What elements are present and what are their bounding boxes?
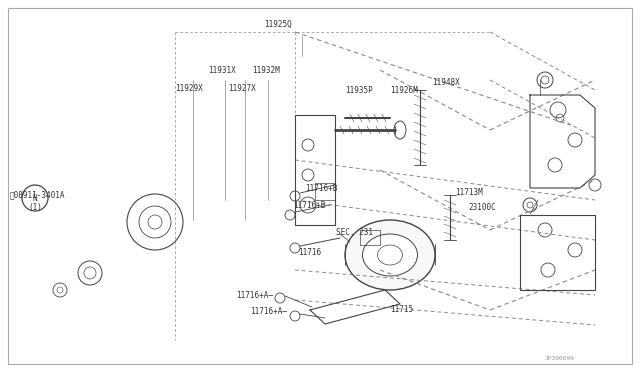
Ellipse shape <box>378 245 403 265</box>
Ellipse shape <box>362 234 417 276</box>
Text: 11931X: 11931X <box>208 65 236 74</box>
Text: ⓝ08911-3401A: ⓝ08911-3401A <box>10 190 65 199</box>
Ellipse shape <box>345 220 435 290</box>
Text: 11716+A—: 11716+A— <box>250 308 287 317</box>
Text: 11713M: 11713M <box>455 187 483 196</box>
Text: 11948X: 11948X <box>432 77 460 87</box>
Text: 11926M: 11926M <box>390 86 418 94</box>
Text: 11716+B: 11716+B <box>305 183 337 192</box>
Text: (1): (1) <box>28 202 42 212</box>
Text: JP300099: JP300099 <box>545 356 575 360</box>
Text: 11716: 11716 <box>298 247 321 257</box>
Text: SEC. 231: SEC. 231 <box>336 228 373 237</box>
Text: 11927X: 11927X <box>228 83 256 93</box>
Text: 11929X: 11929X <box>175 83 203 93</box>
Ellipse shape <box>394 121 406 139</box>
Text: 11932M: 11932M <box>252 65 280 74</box>
Text: 23100C: 23100C <box>468 202 496 212</box>
Text: 11716+A—: 11716+A— <box>236 291 273 299</box>
Text: 11935P: 11935P <box>345 86 372 94</box>
Text: 11715: 11715 <box>390 305 413 314</box>
Text: 11716+B: 11716+B <box>293 201 325 209</box>
Text: N: N <box>33 193 37 202</box>
Text: 11925Q: 11925Q <box>264 19 292 29</box>
